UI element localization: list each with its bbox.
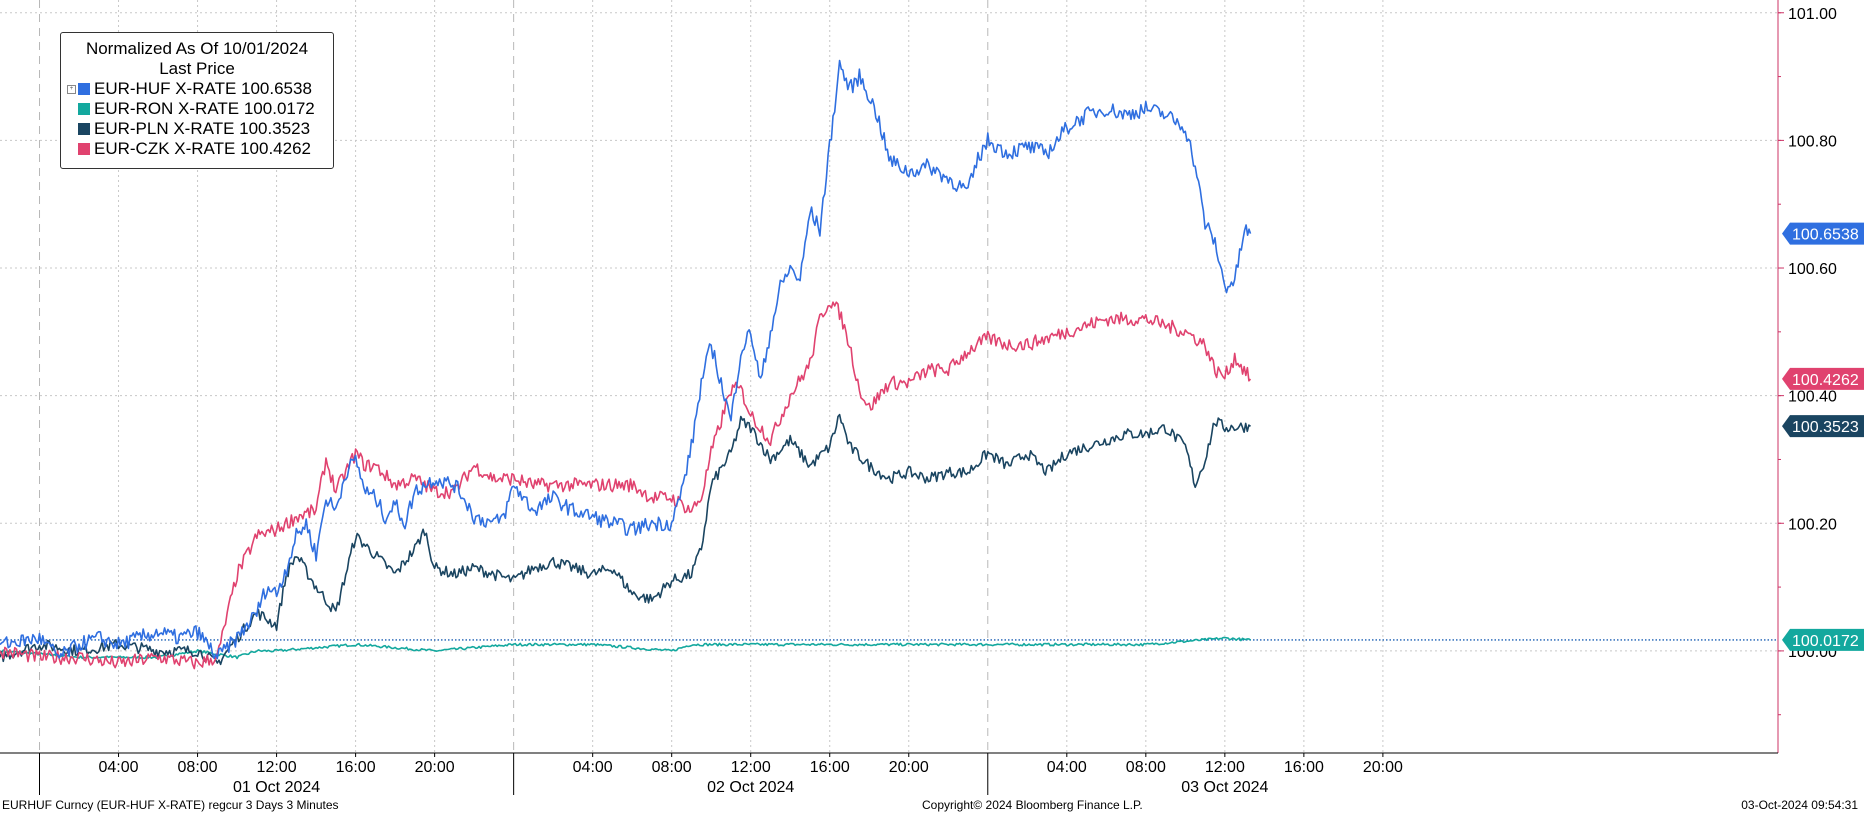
- x-tick-label: 12:00: [731, 759, 771, 776]
- y-tick-label: 100.20: [1788, 516, 1837, 533]
- flag-shape: [1782, 415, 1864, 438]
- last-value-labels: 100.6538 100.0172 100.3523 100.4262: [1782, 222, 1864, 651]
- legend-swatch-huf: [78, 83, 90, 95]
- legend-entry-ron[interactable]: EUR-RON X-RATE 100.0172: [69, 99, 325, 119]
- legend-swatch-czk: [78, 143, 90, 155]
- expand-icon[interactable]: +: [67, 84, 76, 94]
- legend-swatch-pln: [78, 123, 90, 135]
- flag-label: 100.0172: [1792, 633, 1859, 650]
- series-line: [0, 636, 1251, 660]
- series-line: [0, 59, 1252, 660]
- x-tick-label: 20:00: [415, 759, 455, 776]
- x-tick-label: 04:00: [1047, 759, 1087, 776]
- x-tick-label: 04:00: [99, 759, 139, 776]
- legend-label: EUR-PLN X-RATE 100.3523: [94, 119, 311, 138]
- x-tick-label: 08:00: [178, 759, 218, 776]
- y-tick-label: 100.80: [1788, 133, 1837, 150]
- legend-title: Normalized As Of 10/01/2024: [85, 39, 309, 58]
- x-tick-label: 08:00: [652, 759, 692, 776]
- flag-label: 100.4262: [1792, 372, 1859, 389]
- x-tick-label: 08:00: [1126, 759, 1166, 776]
- footer-timestamp: 03-Oct-2024 09:54:31: [1741, 798, 1858, 812]
- legend-label: EUR-CZK X-RATE 100.4262: [94, 139, 311, 158]
- flag-shape: [1782, 367, 1864, 390]
- legend-label: EUR-RON X-RATE 100.0172: [94, 99, 315, 118]
- flag-label: 100.6538: [1792, 227, 1859, 244]
- legend: Normalized As Of 10/01/2024 Last Price +…: [60, 32, 334, 169]
- y-tick-label: 100.40: [1788, 389, 1837, 406]
- footer-source: EURHUF Curncy (EUR-HUF X-RATE) regcur 3 …: [2, 798, 339, 812]
- x-tick-label: 04:00: [573, 759, 613, 776]
- x-tick-label: 20:00: [889, 759, 929, 776]
- legend-swatch-ron: [78, 103, 90, 115]
- x-tick-label: 20:00: [1363, 759, 1403, 776]
- flag-label: 100.3523: [1792, 419, 1859, 436]
- last-value-flag: 100.0172: [1782, 628, 1864, 651]
- legend-entry-hufx[interactable]: + EUR-HUF X-RATE 100.6538: [67, 79, 325, 99]
- legend-entry-czk[interactable]: EUR-CZK X-RATE 100.4262: [69, 139, 325, 159]
- x-tick-label: 16:00: [336, 759, 376, 776]
- legend-label: EUR-HUF X-RATE 100.6538: [94, 79, 312, 98]
- x-tick-label: 12:00: [1205, 759, 1245, 776]
- flag-shape: [1782, 222, 1864, 245]
- series-line: [0, 301, 1252, 670]
- flag-shape: [1782, 628, 1864, 651]
- series-layer: [0, 59, 1252, 670]
- legend-subtitle: Last Price: [159, 59, 235, 78]
- legend-entry-pln[interactable]: EUR-PLN X-RATE 100.3523: [69, 119, 325, 139]
- day-label: 01 Oct 2024: [233, 779, 320, 796]
- last-value-flag: 100.3523: [1782, 415, 1864, 438]
- last-value-flag: 100.6538: [1782, 222, 1864, 245]
- last-value-flag: 100.4262: [1782, 367, 1864, 390]
- footer-copyright: Copyright© 2024 Bloomberg Finance L.P.: [922, 798, 1143, 812]
- x-tick-label: 12:00: [257, 759, 297, 776]
- day-label: 03 Oct 2024: [1181, 779, 1268, 796]
- x-tick-label: 16:00: [1284, 759, 1324, 776]
- axes: 100.00100.20100.40100.60100.80101.0004:0…: [0, 0, 1837, 796]
- y-tick-label: 101.00: [1788, 6, 1837, 23]
- day-label: 02 Oct 2024: [707, 779, 794, 796]
- series-line: [0, 413, 1251, 666]
- y-tick-label: 100.60: [1788, 261, 1837, 278]
- x-tick-label: 16:00: [810, 759, 850, 776]
